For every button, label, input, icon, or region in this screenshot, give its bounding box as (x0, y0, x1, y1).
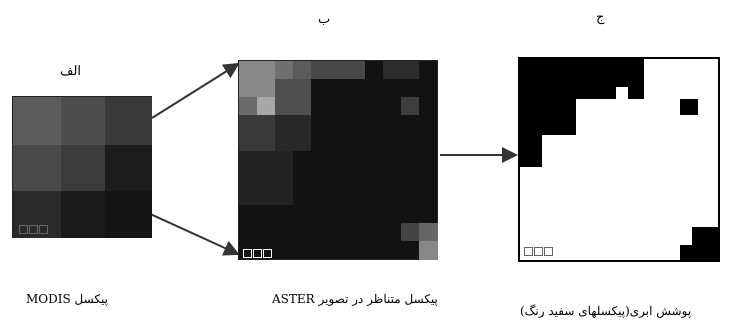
caption-aster: پیکسل متناظر در تصویر ASTER (272, 292, 438, 306)
panel-label-a: الف (60, 64, 82, 79)
image-controls-icon (243, 249, 272, 258)
modis-pixel-image (12, 96, 152, 238)
caption-modis: پیکسل MODIS (26, 292, 108, 306)
panel-label-b: ب (318, 12, 331, 27)
panel-label-c: ج (596, 10, 605, 25)
arrow-modis-to-aster-top (151, 62, 240, 119)
image-controls-icon (524, 247, 553, 256)
image-controls-icon (19, 225, 48, 234)
aster-pixel-image (238, 60, 438, 260)
cloud-cover-image (518, 57, 720, 262)
caption-cloud-cover: پوشش ابری(پیکسلهای سفید رنگ) (520, 304, 692, 318)
